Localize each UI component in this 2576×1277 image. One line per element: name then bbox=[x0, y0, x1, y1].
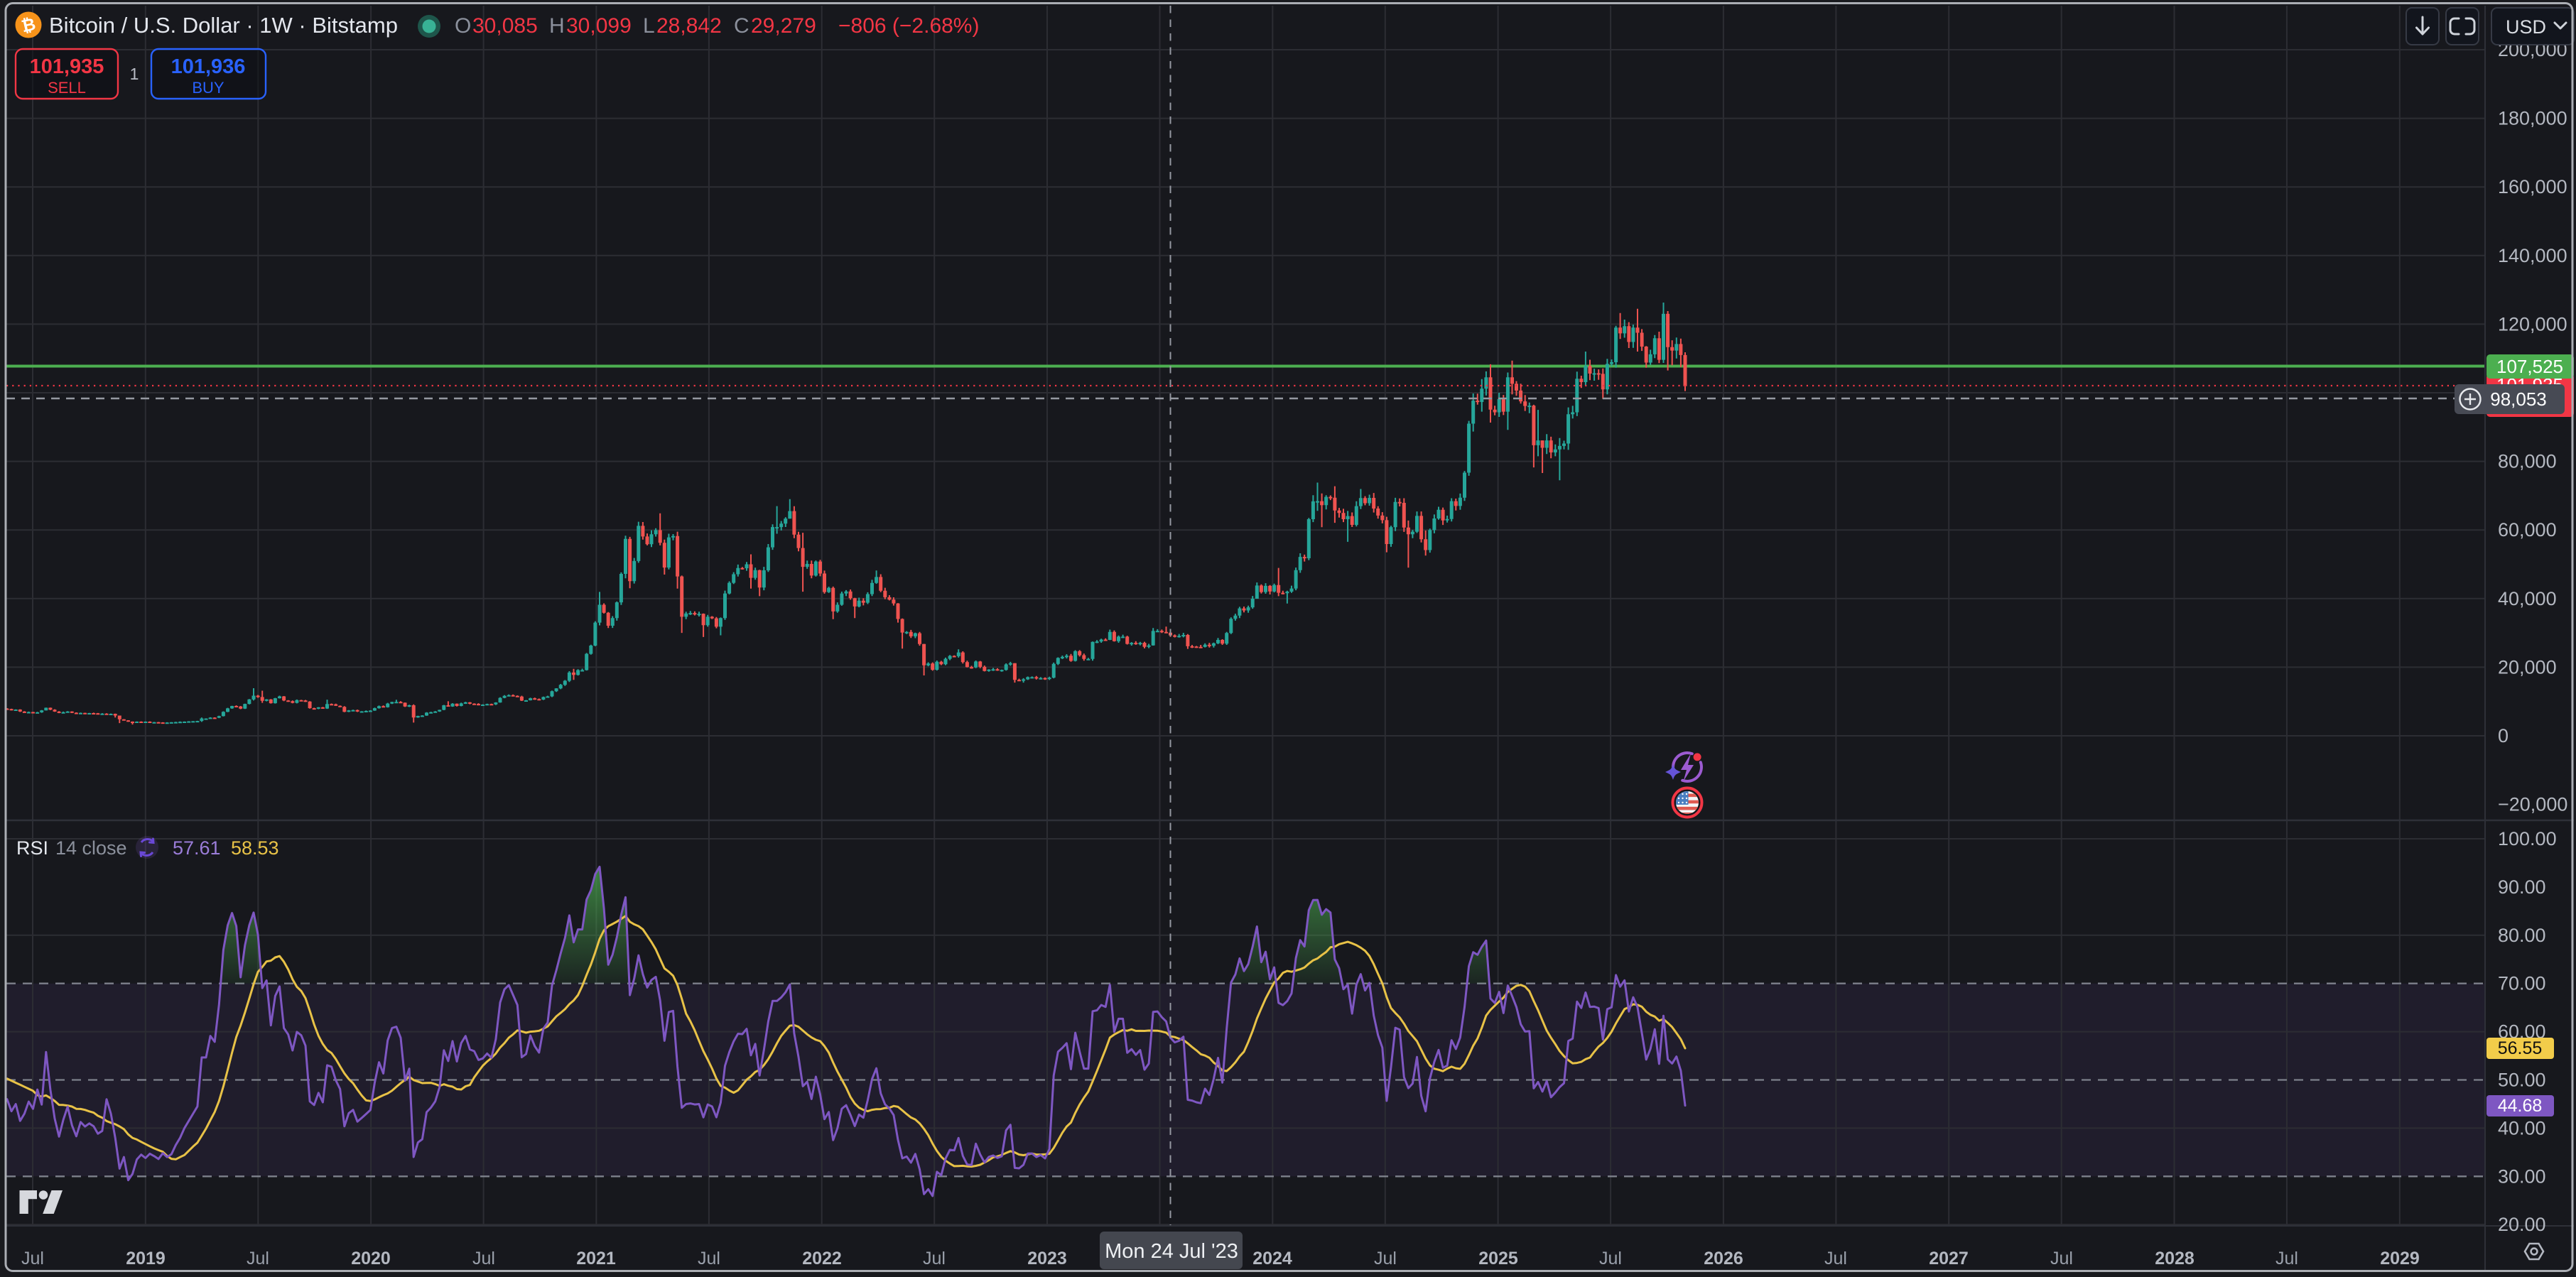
svg-text:Bitcoin / U.S. Dollar · 1W · B: Bitcoin / U.S. Dollar · 1W · Bitstamp bbox=[49, 13, 398, 38]
svg-text:100.00: 100.00 bbox=[2498, 828, 2557, 849]
svg-text:30.00: 30.00 bbox=[2498, 1165, 2546, 1187]
svg-text:80.00: 80.00 bbox=[2498, 925, 2546, 946]
svg-text:80,000: 80,000 bbox=[2498, 451, 2557, 472]
svg-text:Jul: Jul bbox=[1374, 1249, 1397, 1268]
svg-text:2024: 2024 bbox=[1252, 1249, 1292, 1268]
svg-text:Jul: Jul bbox=[2050, 1249, 2073, 1268]
svg-text:H: H bbox=[549, 14, 565, 38]
svg-text:70.00: 70.00 bbox=[2498, 973, 2546, 994]
svg-text:160,000: 160,000 bbox=[2498, 176, 2567, 197]
svg-text:2025: 2025 bbox=[1478, 1249, 1518, 1268]
svg-text:SELL: SELL bbox=[48, 79, 86, 97]
svg-text:58.53: 58.53 bbox=[231, 837, 279, 859]
svg-text:Jul: Jul bbox=[1824, 1249, 1847, 1268]
svg-text:30,099: 30,099 bbox=[566, 14, 632, 38]
svg-text:140,000: 140,000 bbox=[2498, 245, 2567, 266]
svg-text:Jul: Jul bbox=[21, 1249, 44, 1268]
svg-text:30,085: 30,085 bbox=[472, 14, 538, 38]
svg-text:120,000: 120,000 bbox=[2498, 313, 2567, 335]
svg-text:40.00: 40.00 bbox=[2498, 1117, 2546, 1139]
svg-text:101,935: 101,935 bbox=[30, 55, 104, 78]
svg-text:2023: 2023 bbox=[1027, 1249, 1067, 1268]
svg-text:2021: 2021 bbox=[576, 1249, 616, 1268]
svg-text:107,525: 107,525 bbox=[2496, 356, 2563, 377]
svg-text:−20,000: −20,000 bbox=[2498, 794, 2567, 815]
svg-text:2022: 2022 bbox=[802, 1249, 842, 1268]
svg-text:2027: 2027 bbox=[1929, 1249, 1969, 1268]
svg-text:1: 1 bbox=[130, 65, 139, 83]
svg-text:2026: 2026 bbox=[1704, 1249, 1743, 1268]
svg-text:20,000: 20,000 bbox=[2498, 656, 2557, 678]
svg-text:2028: 2028 bbox=[2155, 1249, 2195, 1268]
svg-text:L: L bbox=[643, 14, 655, 38]
svg-text:50.00: 50.00 bbox=[2498, 1070, 2546, 1091]
svg-text:Jul: Jul bbox=[247, 1249, 269, 1268]
svg-text:40,000: 40,000 bbox=[2498, 588, 2557, 609]
svg-text:USD: USD bbox=[2506, 16, 2546, 38]
svg-text:2019: 2019 bbox=[126, 1249, 166, 1268]
svg-text:28,842: 28,842 bbox=[656, 14, 722, 38]
svg-text:29,279: 29,279 bbox=[751, 14, 816, 38]
svg-text:Jul: Jul bbox=[1599, 1249, 1622, 1268]
svg-text:44.68: 44.68 bbox=[2498, 1096, 2543, 1116]
svg-text:BUY: BUY bbox=[192, 79, 224, 97]
svg-text:C: C bbox=[734, 14, 749, 38]
svg-text:2029: 2029 bbox=[2380, 1249, 2420, 1268]
svg-text:57.61: 57.61 bbox=[173, 837, 221, 859]
svg-text:RSI: RSI bbox=[16, 837, 48, 859]
svg-text:0: 0 bbox=[2498, 725, 2509, 746]
svg-text:101,936: 101,936 bbox=[171, 55, 246, 78]
svg-text:Jul: Jul bbox=[472, 1249, 495, 1268]
svg-text:90.00: 90.00 bbox=[2498, 876, 2546, 898]
svg-text:−806 (−2.68%): −806 (−2.68%) bbox=[838, 14, 979, 38]
svg-text:20.00: 20.00 bbox=[2498, 1214, 2546, 1235]
svg-text:Jul: Jul bbox=[698, 1249, 720, 1268]
svg-text:O: O bbox=[455, 14, 471, 38]
svg-text:14 close: 14 close bbox=[55, 837, 127, 859]
svg-text:2020: 2020 bbox=[351, 1249, 391, 1268]
svg-text:180,000: 180,000 bbox=[2498, 108, 2567, 129]
svg-text:98,053: 98,053 bbox=[2490, 388, 2547, 410]
svg-text:60,000: 60,000 bbox=[2498, 519, 2557, 540]
svg-text:56.55: 56.55 bbox=[2498, 1038, 2543, 1058]
svg-text:Mon 24 Jul '23: Mon 24 Jul '23 bbox=[1105, 1240, 1238, 1263]
svg-text:Jul: Jul bbox=[923, 1249, 946, 1268]
svg-text:Jul: Jul bbox=[2275, 1249, 2298, 1268]
